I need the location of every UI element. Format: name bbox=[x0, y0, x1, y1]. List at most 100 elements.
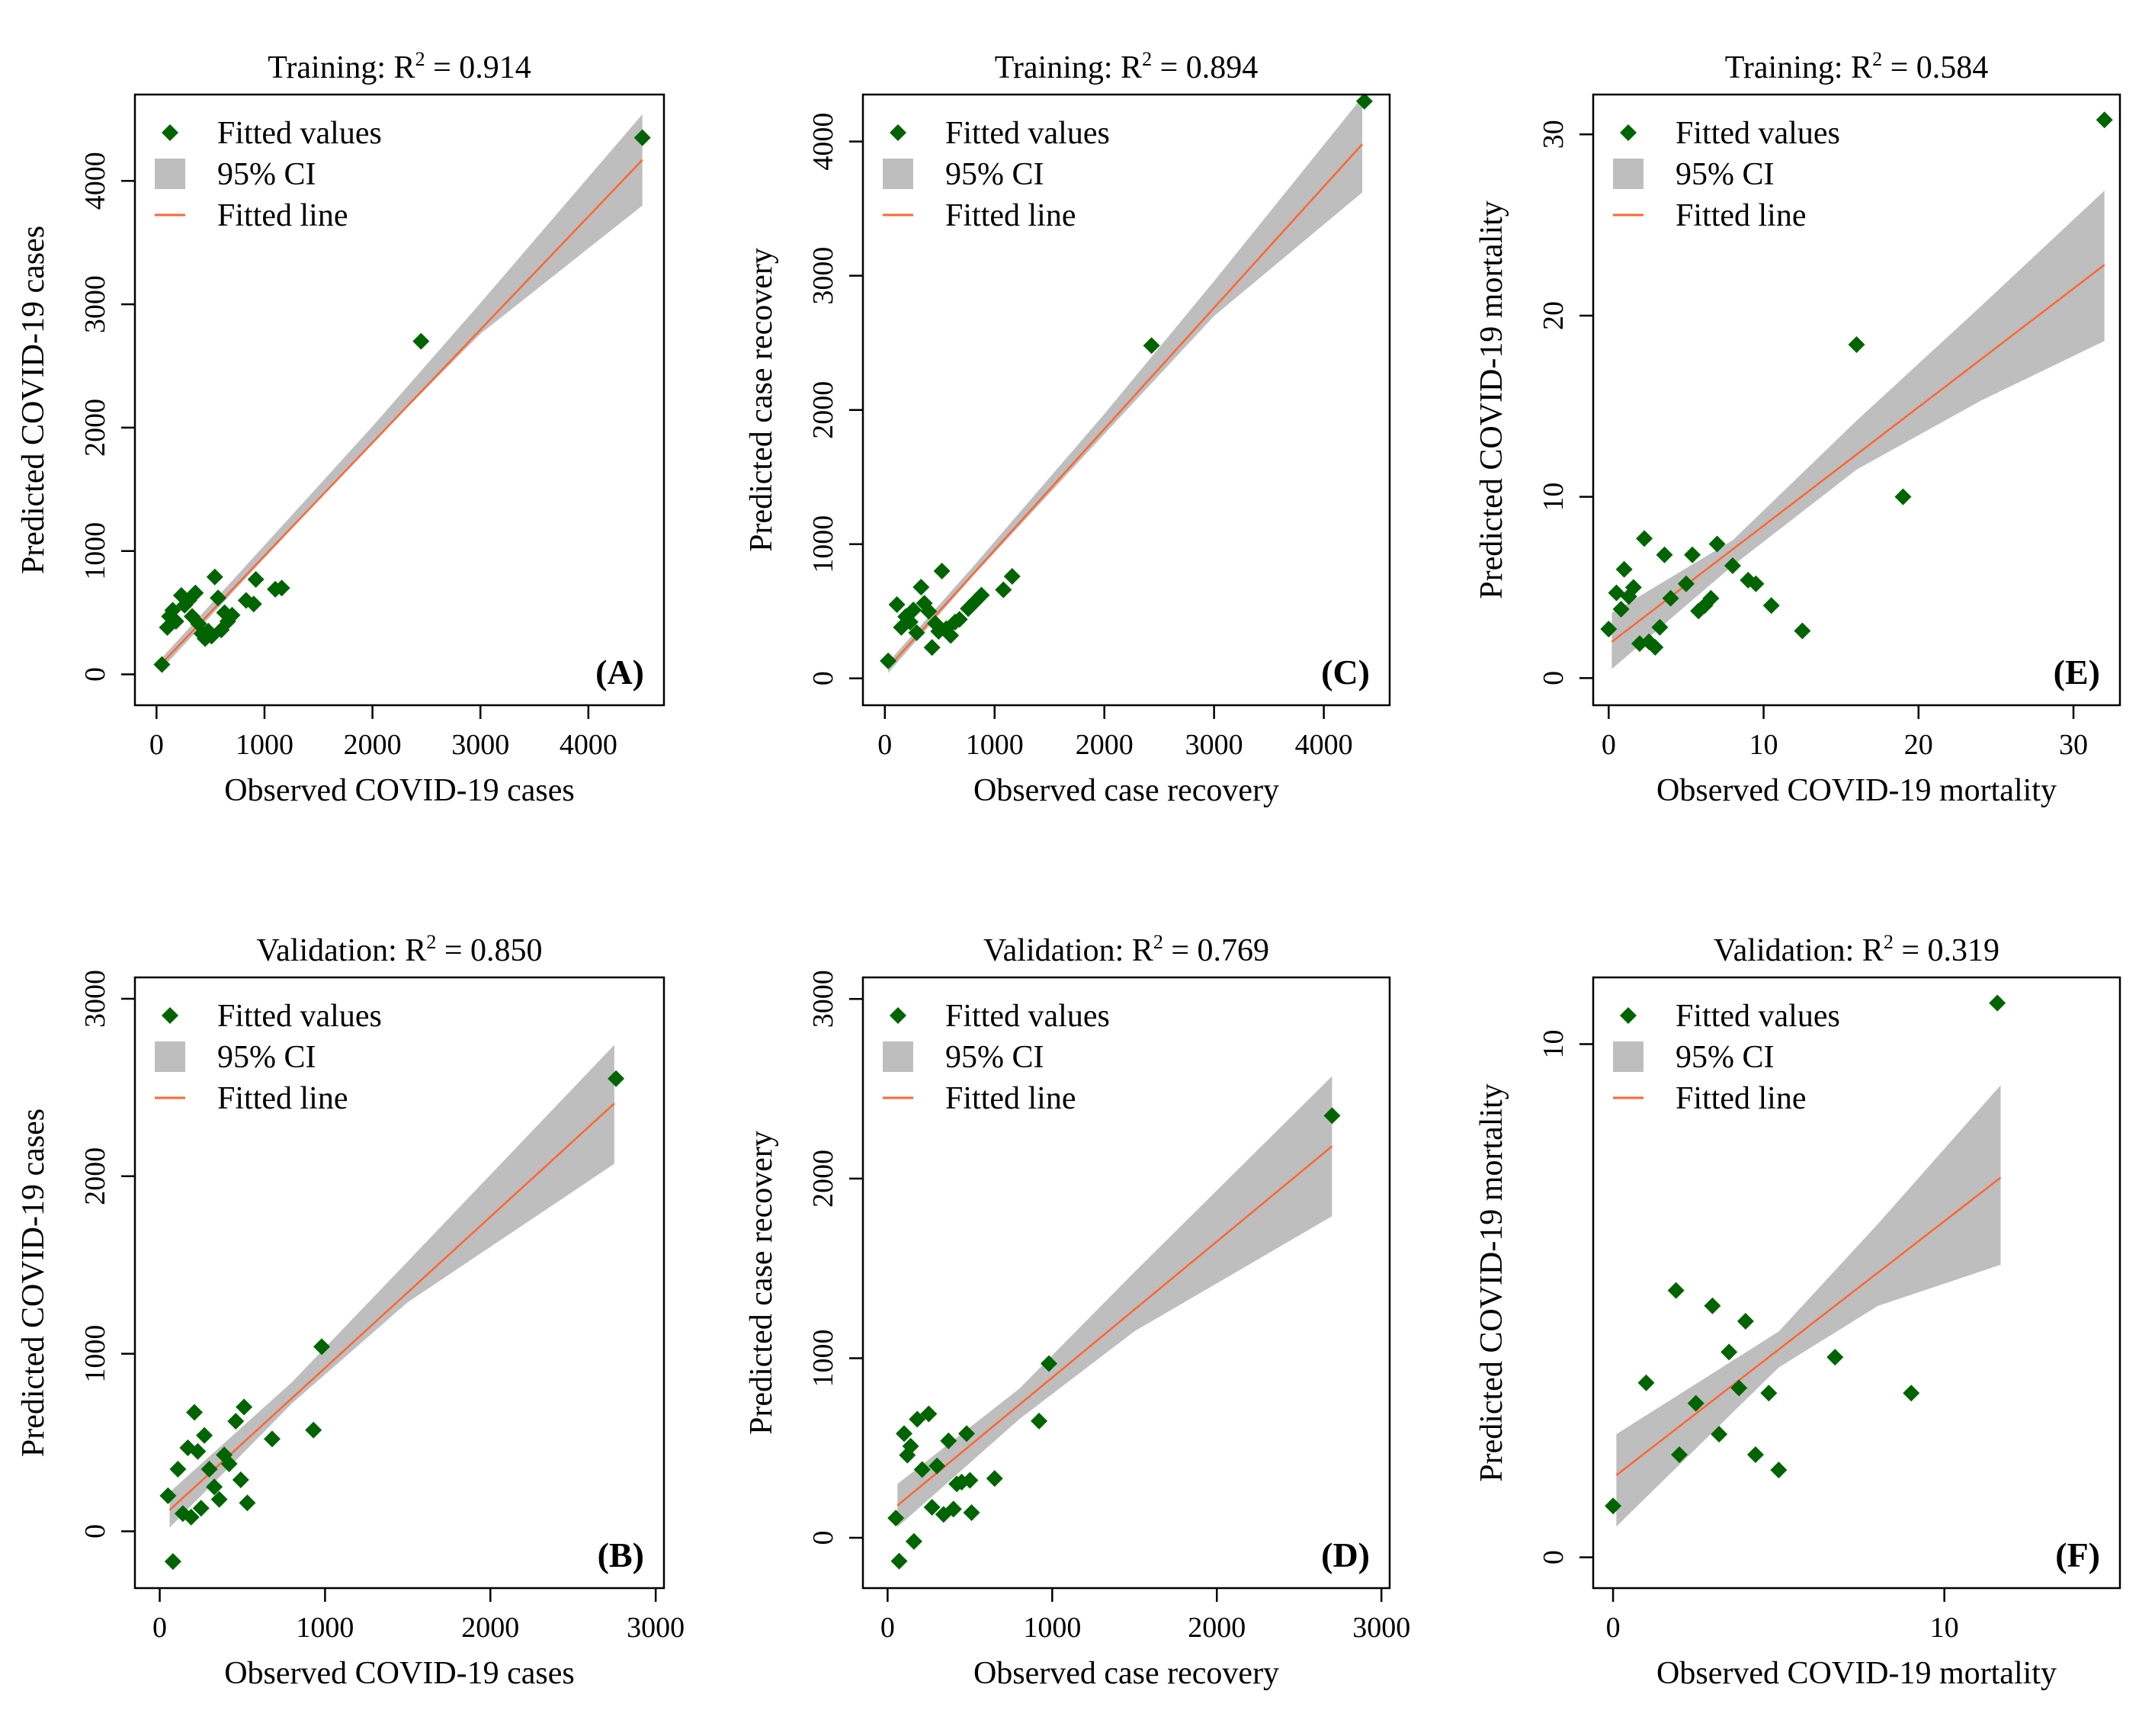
data-layer-b bbox=[159, 1044, 625, 1571]
legend-ci: 95% CI bbox=[1676, 1040, 1775, 1075]
legend-fitted-line: Fitted line bbox=[1676, 198, 1807, 233]
y-tick-label: 3000 bbox=[807, 247, 839, 305]
panel-label: (C) bbox=[1321, 653, 1370, 692]
title-value: = 0.850 bbox=[436, 933, 542, 968]
data-layer-c bbox=[880, 95, 1373, 673]
title-value: = 0.894 bbox=[1152, 50, 1258, 85]
title-superscript: 2 bbox=[1884, 931, 1894, 953]
x-tick-label: 30 bbox=[2059, 729, 2088, 761]
y-tick-label: 0 bbox=[807, 1531, 839, 1545]
fitted-line bbox=[161, 159, 643, 664]
data-point bbox=[933, 562, 951, 579]
data-point bbox=[1608, 584, 1625, 602]
data-point bbox=[923, 639, 941, 656]
plot-frame bbox=[861, 976, 1391, 1590]
data-point bbox=[905, 602, 922, 619]
chart-title: Validation: R2 = 0.319 bbox=[1714, 931, 1999, 968]
y-tick-label: 0 bbox=[79, 1524, 111, 1539]
title-superscript: 2 bbox=[1153, 931, 1163, 953]
x-tick-label: 4000 bbox=[560, 729, 617, 761]
y-tick-label: 10 bbox=[1538, 483, 1570, 512]
x-tick-label: 20 bbox=[1904, 729, 1933, 761]
data-point bbox=[1355, 95, 1373, 110]
panel-a: 0 1000 2000 3000 4000 0 1000 2000 3000 4000 Observ… bbox=[16, 48, 665, 808]
data-point bbox=[1612, 601, 1630, 618]
ci-band bbox=[169, 1044, 614, 1528]
data-point bbox=[1746, 1446, 1764, 1463]
data-point bbox=[1667, 1282, 1685, 1299]
data-point bbox=[1600, 621, 1618, 638]
y-tick-label: 0 bbox=[79, 667, 111, 682]
data-point bbox=[1651, 618, 1669, 636]
data-point bbox=[1656, 546, 1673, 563]
legend-point-swatch bbox=[162, 124, 178, 141]
plot-frame bbox=[1592, 976, 2121, 1590]
legend: Fitted values 95% CI Fitted line bbox=[155, 999, 382, 1116]
ci-band bbox=[888, 97, 1362, 673]
plot-frame bbox=[1592, 93, 2121, 707]
panel-f: 0 10 0 10 Observed COVID-19 mortality Predict… bbox=[1474, 931, 2121, 1691]
data-point bbox=[887, 1510, 905, 1527]
x-tick-label: 1000 bbox=[966, 729, 1024, 761]
x-tick-label: 4000 bbox=[1295, 729, 1353, 761]
x-tick-label: 0 bbox=[880, 1612, 895, 1644]
data-point bbox=[1903, 1385, 1920, 1402]
legend-ci: 95% CI bbox=[945, 157, 1044, 192]
data-point bbox=[2096, 111, 2113, 129]
y-tick-label: 2000 bbox=[79, 1147, 111, 1205]
data-point bbox=[944, 1500, 962, 1518]
title-prefix: Training: R bbox=[995, 50, 1142, 85]
chart-title: Training: R2 = 0.914 bbox=[268, 48, 531, 85]
data-point bbox=[895, 1425, 912, 1442]
data-point bbox=[940, 1432, 957, 1449]
data-point bbox=[928, 1457, 946, 1474]
ci-band bbox=[162, 114, 643, 669]
legend-ci: 95% CI bbox=[1676, 157, 1775, 192]
data-point bbox=[210, 1491, 228, 1508]
data-point bbox=[1760, 1385, 1778, 1402]
plot-frame bbox=[133, 93, 665, 707]
data-point bbox=[1720, 1343, 1738, 1361]
x-axis-label: Observed case recovery bbox=[973, 773, 1279, 808]
data-point bbox=[1737, 1312, 1754, 1330]
x-axis-label: Observed COVID-19 cases bbox=[224, 1656, 575, 1691]
data-layer-f bbox=[1605, 994, 2006, 1527]
data-point bbox=[236, 1398, 253, 1416]
x-tick-label: 1000 bbox=[236, 729, 293, 761]
data-point bbox=[1894, 488, 1912, 505]
x-tick-label: 0 bbox=[152, 1612, 167, 1644]
data-point bbox=[1747, 575, 1765, 592]
title-superscript: 2 bbox=[1872, 48, 1882, 70]
data-point bbox=[1708, 535, 1726, 553]
data-point bbox=[192, 1500, 210, 1517]
data-point bbox=[264, 1430, 281, 1448]
fitted-line bbox=[887, 143, 1363, 669]
data-point bbox=[182, 1508, 200, 1526]
data-point bbox=[888, 595, 906, 613]
legend-ci-swatch bbox=[1613, 1041, 1644, 1072]
y-tick-label: 3000 bbox=[807, 970, 839, 1028]
panel-b: 0 1000 2000 3000 0 1000 2000 3000 Observed COVID… bbox=[16, 931, 685, 1691]
data-point bbox=[187, 584, 204, 602]
legend: Fitted values 95% CI Fitted line bbox=[883, 116, 1110, 233]
data-point bbox=[206, 568, 223, 586]
panel-label: (F) bbox=[2055, 1535, 2100, 1574]
data-point bbox=[1637, 1374, 1655, 1391]
fitted-line bbox=[896, 1145, 1333, 1507]
data-layer-e bbox=[1600, 111, 2113, 669]
x-axis-label: Observed case recovery bbox=[973, 1656, 1279, 1691]
data-point bbox=[958, 1425, 976, 1442]
legend-fitted-line: Fitted line bbox=[217, 1081, 348, 1116]
legend-ci-swatch bbox=[155, 159, 185, 189]
data-point bbox=[1770, 1462, 1788, 1479]
legend-fitted-line: Fitted line bbox=[217, 198, 348, 233]
title-prefix: Training: R bbox=[1725, 50, 1872, 85]
data-point bbox=[890, 1552, 908, 1570]
data-point bbox=[232, 1471, 249, 1488]
y-tick-label: 2000 bbox=[79, 399, 111, 457]
legend: Fitted values 95% CI Fitted line bbox=[883, 999, 1110, 1116]
plot-frame bbox=[133, 976, 665, 1590]
data-point bbox=[210, 589, 227, 607]
panel-c: 0 1000 2000 3000 4000 0 1000 2000 3000 4000 Observ… bbox=[744, 48, 1391, 808]
data-point bbox=[951, 611, 968, 628]
